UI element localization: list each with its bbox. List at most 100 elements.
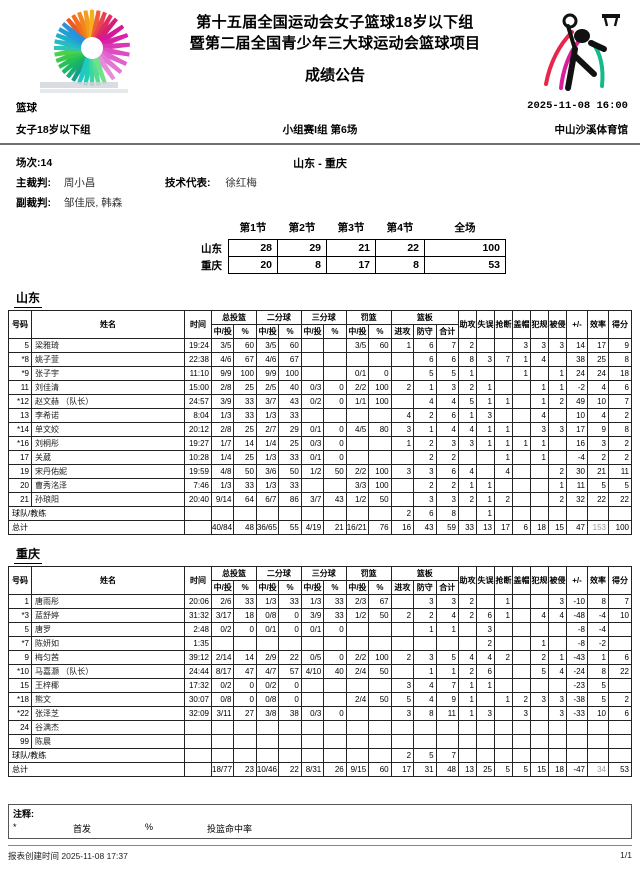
cell-turnovers: 2	[476, 636, 495, 651]
table-row[interactable]: 17 关葳 10:28 1/4 25 1/3 33 0/1 0 2 2 1 1 -4 2 2	[8, 450, 632, 465]
cell-plusminus: -43	[566, 650, 588, 665]
cell-teamcoach-turnovers	[476, 748, 495, 763]
cell-fg2-pct: 29	[278, 422, 302, 437]
quarter-team2-q1: 20	[228, 256, 278, 274]
table-row[interactable]: 13 李希诺 8:04 1/3 33 1/3 33 4 2 6 1 3 4 10 4 2	[8, 408, 632, 423]
table-row[interactable]: 24 谷满杰	[8, 720, 632, 735]
team1-table-wrap: 号码 姓名 时间 总投篮 二分球 三分球 罚篮 篮板 助攻 失误 抢断 盖帽 犯规 被侵 +/- 效率 得分 中/…	[8, 310, 632, 535]
note-symbol-percent: %	[145, 822, 154, 832]
cell-reb-total: 5	[435, 650, 460, 665]
meta-row-1: 篮球 2025-11-08 16:00	[0, 100, 640, 118]
cell-reb-off	[390, 450, 415, 465]
col-header-ast: 助攻	[458, 566, 477, 595]
cell-ft-made-att: 2/4	[345, 692, 370, 707]
cell-reb-def: 4	[413, 692, 437, 707]
cell-fg2-made-att: 3/6	[255, 464, 280, 479]
table-row[interactable]: *22 张泽芝 32:09 3/11 27 3/8 38 0/3 0 3 8 11 1 3 3 3 -33 10 6	[8, 706, 632, 721]
table-row[interactable]: *3 蓝舒婷 31:32 3/17 18 0/8 0 3/9 33 1/2 50 2 2 4 2 6 1 4 4 -4…	[8, 608, 632, 623]
cell-assists	[458, 734, 477, 749]
cell-teamcoach-fouled	[548, 506, 567, 521]
cell-steals	[494, 366, 513, 381]
col-header-foul: 犯规	[530, 566, 549, 595]
table-row[interactable]: 1 唐雨彤 20:06 2/6 33 1/3 33 1/3 33 2/3 67 3 3 2 1 3 -10 8 7	[8, 594, 632, 609]
cell-player-name: 唐罗	[31, 622, 185, 637]
table-row[interactable]: *7 陈妍如 1:35 2 1 -8 -2	[8, 636, 632, 651]
cell-fg-pct: 60	[233, 338, 257, 353]
cell-reb-total: 7	[435, 678, 460, 693]
table-row[interactable]: *14 单文姣 20:12 2/8 25 2/7 29 0/1 0 4/5 80 3 1 4 4 1 1 3 3 17…	[8, 422, 632, 437]
table-row[interactable]: 5 梁雅琦 19:24 3/5 60 3/5 60 3/5 60 1 6 7 2 3 3 3 14 17 9	[8, 338, 632, 353]
cell-fg3-pct: 0	[323, 394, 347, 409]
cell-plusminus: 17	[566, 422, 588, 437]
note-text-starter: 首发	[73, 824, 92, 834]
notes-row: * 首发 % 投篮命中率	[9, 820, 631, 838]
col-header-ft-made-att: 中/投	[345, 580, 370, 595]
cell-teamcoach-points	[608, 748, 632, 763]
cell-total-reb-total: 59	[435, 520, 460, 535]
cell-assists: 8	[458, 352, 477, 367]
cell-fg2-made-att: 4/6	[255, 352, 280, 367]
cell-fouls: 3	[530, 338, 549, 353]
cell-points: 11	[608, 464, 632, 479]
cell-fouls: 4	[530, 408, 549, 423]
table-row[interactable]: *12 赵文赫 （队长） 24:57 3/9 33 3/7 43 0/2 0 1/1 100 4 4 5 1…	[8, 394, 632, 409]
cell-fg2-made-att: 1/3	[255, 478, 280, 493]
cell-fg2-pct: 33	[278, 408, 302, 423]
table-row[interactable]: 11 刘佳清 15:00 2/8 25 2/5 40 0/3 0 2/2 100 2 1 3 2 1 1 1 -2 4…	[8, 380, 632, 395]
cell-player-number: *10	[8, 664, 32, 679]
table-row[interactable]: *10 马嘉灏 （队长） 24:44 8/17 47 4/7 57 4/10 40 2/4 50 1 1…	[8, 664, 632, 679]
table-row[interactable]: *18 熊文 30:07 0/8 0 0/8 0 2/4 50 5 4 9 1 1 2 3 3 -38 5 2	[8, 692, 632, 707]
cell-teamcoach-fg2-pct	[278, 748, 302, 763]
cell-fouled	[548, 678, 567, 693]
team1-boxscore-table: 号码 姓名 时间 总投篮 二分球 三分球 罚篮 篮板 助攻 失误 抢断 盖帽 犯规 被侵 +/- 效率 得分 中/…	[8, 310, 632, 535]
cell-plusminus: -10	[566, 594, 588, 609]
cell-fg3-pct: 0	[323, 436, 347, 451]
cell-total-points: 100	[608, 520, 632, 535]
cell-fg3-pct	[323, 478, 347, 493]
cell-total-fg2-made-att: 10/46	[255, 762, 280, 777]
cell-blocks	[512, 422, 531, 437]
cell-total-fouled: 15	[548, 520, 567, 535]
cell-assists: 2	[458, 594, 477, 609]
cell-reb-def: 4	[413, 394, 437, 409]
cell-fg-made-att: 0/8	[210, 692, 235, 707]
cell-points	[608, 734, 632, 749]
cell-player-number: 17	[8, 450, 32, 465]
cell-fouled	[548, 352, 567, 367]
cell-efficiency: 10	[587, 394, 609, 409]
cell-ft-pct: 0	[368, 366, 392, 381]
game-info: 场次:14 山东 - 重庆 主裁判: 周小昌 技术代表: 徐红梅 副裁判: 邹佳…	[0, 155, 640, 215]
cell-efficiency: 3	[587, 436, 609, 451]
table-row[interactable]: *9 张子宇 11:10 9/9 100 9/9 100 0/1 0 5 5 1 1 1 24 24 18	[8, 366, 632, 381]
table-row[interactable]: 20 曹秀洺泽 7:46 1/3 33 1/3 33 3/3 100 2 2 1 1 1 11 5 5	[8, 478, 632, 493]
cell-fg-pct: 27	[233, 706, 257, 721]
cell-fouls	[530, 594, 549, 609]
cell-plusminus	[566, 734, 588, 749]
cell-reb-total: 1	[435, 622, 460, 637]
quarter-team1-total: 100	[424, 239, 506, 257]
cell-fg3-made-att: 1/2	[300, 464, 325, 479]
cell-points	[608, 636, 632, 651]
quarter-header-4: 第4节	[386, 222, 414, 234]
cell-turnovers: 1	[476, 678, 495, 693]
cell-fg3-made-att	[300, 352, 325, 367]
cell-blocks	[512, 594, 531, 609]
cell-fouled: 3	[548, 706, 567, 721]
table-row[interactable]: *8 姚子萱 22:38 4/6 67 4/6 67 6 6 8 3 7 1 4 38 25 8	[8, 352, 632, 367]
cell-steals	[494, 622, 513, 637]
table-row[interactable]: 19 宋丹佑妮 19:59 4/8 50 3/6 50 1/2 50 2/2 100 3 3 6 4 4 2 30…	[8, 464, 632, 479]
table-row[interactable]: 99 陈晨	[8, 734, 632, 749]
table-row[interactable]: 9 梅匀茜 39:12 2/14 14 2/9 22 0/5 0 2/2 100 2 3 5 4 4 2 2 1 -4…	[8, 650, 632, 665]
table-row[interactable]: 21 孙琅阳 20:40 9/14 64 6/7 86 3/7 43 1/2 50 3 3 2 1 2 2 32 2…	[8, 492, 632, 507]
cell-fg-pct: 67	[233, 352, 257, 367]
cell-teamcoach-ft-made-att	[345, 748, 370, 763]
cell-assists: 3	[458, 436, 477, 451]
col-header-reb-def: 防守	[413, 580, 437, 595]
cell-ft-made-att: 1/2	[345, 608, 370, 623]
cell-fg2-made-att	[255, 720, 280, 735]
table-row[interactable]: *16 刘桐彤 19:27 1/7 14 1/4 25 0/3 0 1 2 3 3 1 1 1 1 16 3 2	[8, 436, 632, 451]
cell-total-fouls: 15	[530, 762, 549, 777]
team2-name-heading: 重庆	[14, 545, 43, 564]
table-row[interactable]: 5 唐罗 2:48 0/2 0 0/1 0 0/1 0 1 1 3 -8 -4	[8, 622, 632, 637]
table-row[interactable]: 15 王梓椰 17:32 0/2 0 0/2 0 3 4 7 1 1 -23 5	[8, 678, 632, 693]
